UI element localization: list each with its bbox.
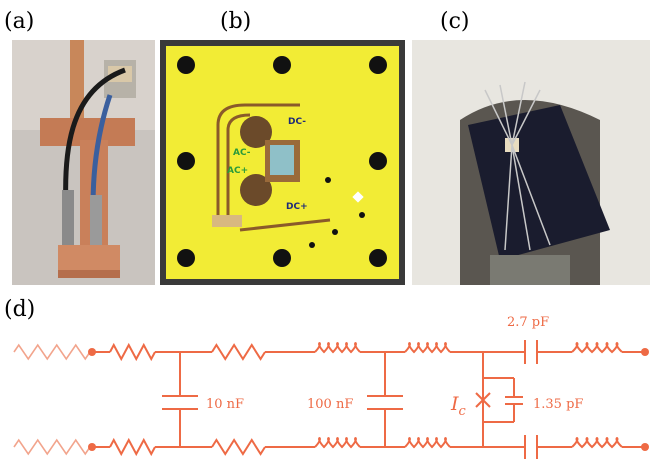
- resistor: [212, 440, 265, 454]
- pcb-label: DC+: [286, 202, 308, 212]
- circuit-label: 10 nF: [206, 397, 244, 412]
- photo-a: [12, 40, 155, 285]
- resistor: [14, 345, 90, 359]
- circuit-label: 100 nF: [307, 397, 353, 412]
- resistor: [212, 345, 265, 359]
- pcb-label: AC+: [227, 166, 248, 176]
- photo-b: DC- AC- AC+ DC+: [160, 40, 405, 285]
- figure: DC- AC- AC+ DC+ (a) (b) (c) (d) 10 nF 10…: [0, 0, 652, 472]
- circuit-label: 2.7 pF: [507, 315, 549, 330]
- panel-label: (c): [440, 9, 470, 34]
- junction-subscript: c: [459, 404, 467, 419]
- pcb-label: DC-: [288, 117, 306, 127]
- circuit-label: 1.35 pF: [533, 397, 583, 412]
- inductor: [315, 438, 360, 447]
- inductor: [405, 438, 450, 447]
- photo-c: [412, 40, 650, 285]
- resistor: [14, 440, 90, 454]
- inductor: [315, 343, 360, 352]
- panel-label: (b): [220, 9, 251, 34]
- junction-label: Ic: [450, 393, 467, 419]
- terminal: [641, 348, 649, 356]
- inductor: [572, 438, 622, 447]
- panel-label: (d): [4, 297, 35, 322]
- resistor: [110, 345, 155, 359]
- inductor: [572, 343, 622, 352]
- resistor: [110, 440, 155, 454]
- inductor: [405, 343, 450, 352]
- terminal: [641, 443, 649, 451]
- pcb-label: AC-: [233, 148, 251, 158]
- panel-label: (a): [4, 9, 34, 34]
